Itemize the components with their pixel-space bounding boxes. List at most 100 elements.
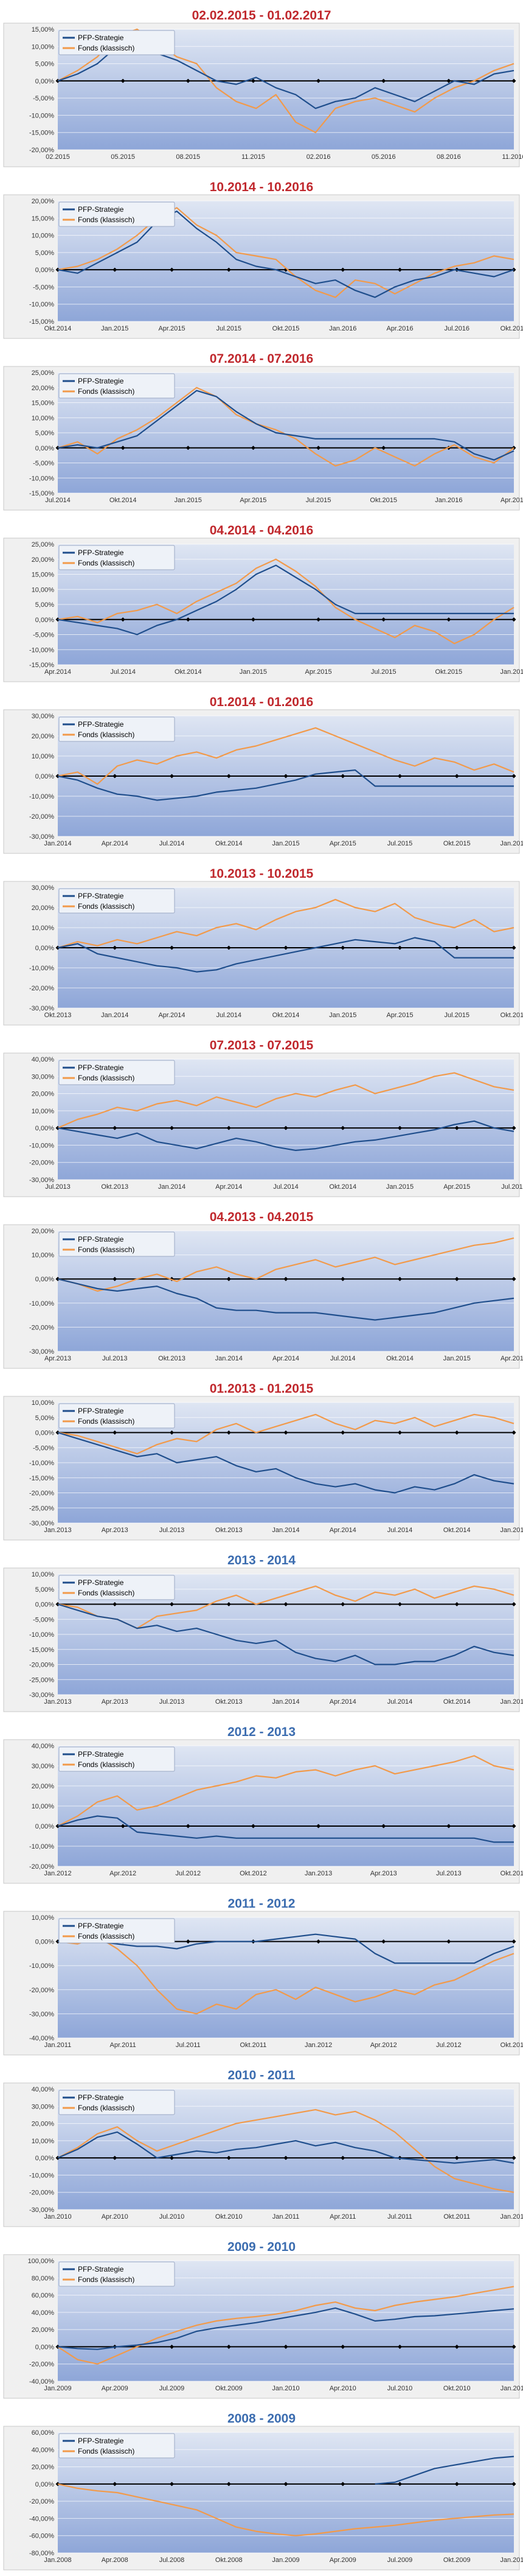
x-tick-label: Jul.2013 bbox=[45, 1183, 71, 1191]
x-tick-label: Okt.2013 bbox=[500, 1870, 523, 1877]
legend-label: Fonds (klassisch) bbox=[78, 387, 134, 396]
x-tick-label: Apr.2011 bbox=[330, 2213, 356, 2221]
x-tick-label: Apr.2012 bbox=[370, 2042, 397, 2049]
x-tick-label: Apr.2015 bbox=[386, 1012, 413, 1019]
x-tick-label: Apr.2015 bbox=[240, 497, 266, 504]
chart-svg: 40,00% 30,00% 20,00% 10,00% 0,00% -10,00% -20,… bbox=[3, 1739, 523, 1884]
legend-label: PFP-Strategie bbox=[78, 1578, 124, 1587]
x-tick-label: Apr.2011 bbox=[110, 2042, 136, 2049]
chart-svg: 40,00% 30,00% 20,00% 10,00% 0,00% -10,00% -20,… bbox=[3, 1052, 523, 1197]
x-tick-label: Okt.2014 bbox=[443, 1698, 471, 1706]
legend-box bbox=[58, 1060, 175, 1085]
legend-label: Fonds (klassisch) bbox=[78, 1245, 134, 1254]
y-tick-label: 10,00% bbox=[32, 925, 55, 932]
y-tick-label: -30,00% bbox=[29, 1348, 54, 1356]
x-tick-label: Jul.2012 bbox=[436, 2042, 462, 2049]
x-tick-label: Jan.2010 bbox=[500, 2557, 523, 2564]
series-line-pfp-strategie bbox=[57, 1933, 514, 1964]
x-tick-label: Jul.2016 bbox=[444, 325, 469, 332]
zero-line-marker bbox=[446, 1939, 451, 1944]
y-tick-label: -30,00% bbox=[29, 1005, 54, 1012]
zero-line-marker bbox=[454, 2344, 459, 2349]
x-tick-label: Apr.2015 bbox=[500, 1355, 523, 1362]
x-tick-label: Apr.2010 bbox=[330, 2385, 356, 2392]
y-tick-label: -5,00% bbox=[33, 284, 54, 291]
x-tick-label: Apr.2008 bbox=[102, 2557, 128, 2564]
x-tick-label: Okt.2011 bbox=[240, 2042, 267, 2049]
y-tick-label: 20,00% bbox=[32, 1228, 55, 1235]
x-tick-label: Jan.2012 bbox=[500, 2213, 523, 2221]
x-tick-label: Jul.2015 bbox=[387, 840, 413, 847]
x-tick-label: Jan.2011 bbox=[500, 2385, 523, 2392]
x-tick-label: Jan.2010 bbox=[44, 2213, 71, 2221]
x-tick-label: Jan.2013 bbox=[305, 1870, 332, 1877]
y-tick-label: 20,00% bbox=[32, 2464, 55, 2471]
legend-box bbox=[58, 1403, 175, 1429]
chart-panel: 2009 - 2010 100,00% 80,00% 60,00% 40,00% 20,0… bbox=[0, 2236, 523, 2401]
x-tick-label: Apr.2015 bbox=[443, 1183, 470, 1191]
chart-svg: 10,00% 5,00% 0,00% -5,00% -10,00% -15,00% -20,… bbox=[3, 1567, 523, 1712]
series-line-fonds-klassisch bbox=[57, 1413, 514, 1455]
y-tick-label: 15,00% bbox=[32, 26, 55, 33]
y-tick-label: 10,00% bbox=[32, 415, 55, 422]
y-tick-label: 20,00% bbox=[32, 2326, 55, 2334]
x-tick-label: Okt.2015 bbox=[370, 497, 397, 504]
y-tick-label: 0,00% bbox=[35, 445, 54, 452]
x-tick-label: Apr.2009 bbox=[330, 2557, 356, 2564]
x-tick-label: Jul.2014 bbox=[216, 1012, 241, 1019]
x-tick-label: Jul.2014 bbox=[45, 497, 71, 504]
chart-panel: 2011 - 2012 10,00% 0,00% -10,00% -20,00% -30,… bbox=[0, 1893, 523, 2057]
y-tick-label: -30,00% bbox=[29, 1692, 54, 1699]
series-line-pfp-strategie bbox=[57, 1432, 514, 1494]
x-tick-label: Jan.2016 bbox=[500, 668, 523, 676]
x-tick-label: Jan.2009 bbox=[44, 2385, 71, 2392]
y-tick-label: 40,00% bbox=[32, 1056, 55, 1063]
x-tick-label: Jul.2014 bbox=[387, 1698, 413, 1706]
x-tick-label: 11.2015 bbox=[241, 153, 265, 161]
legend-label: Fonds (klassisch) bbox=[78, 2447, 134, 2455]
chart-title: 2011 - 2012 bbox=[227, 1897, 296, 1911]
x-tick-label: Okt.2014 bbox=[443, 1527, 471, 1534]
y-tick-label: -10,00% bbox=[29, 301, 54, 309]
zero-line-marker bbox=[169, 267, 175, 272]
chart-svg: 20,00%10,00%0,00%-10,00%-20,00%-30,00%Ap… bbox=[3, 1224, 523, 1369]
legend-label: PFP-Strategie bbox=[78, 205, 124, 214]
chart-title: 01.2013 - 01.2015 bbox=[209, 1382, 314, 1396]
chart-panel: 01.2014 - 01.2016 30,00% 20,00% 10,00% 0,00%… bbox=[0, 691, 523, 856]
legend-label: Fonds (klassisch) bbox=[78, 1417, 134, 1426]
y-tick-label: 0,00% bbox=[35, 945, 54, 952]
y-tick-label: 40,00% bbox=[32, 2086, 55, 2093]
chart-svg: 10,00% 5,00% 0,00% -5,00% -10,00% -15,00% -20,… bbox=[3, 1396, 523, 1541]
y-tick-label: 10,00% bbox=[32, 2138, 55, 2145]
chart-panel: 2012 - 2013 40,00% 30,00% 20,00% 10,00% 0,00%… bbox=[0, 1721, 523, 1886]
series-line-fonds-klassisch bbox=[57, 207, 514, 298]
x-tick-label: Okt.2010 bbox=[443, 2385, 471, 2392]
legend-box bbox=[58, 373, 175, 399]
zero-line-marker bbox=[511, 79, 516, 83]
y-tick-label: 20,00% bbox=[32, 905, 55, 912]
chart-title: 2013 - 2014 bbox=[227, 1553, 296, 1567]
x-tick-label: 02.2016 bbox=[307, 153, 331, 161]
y-tick-label: -30,00% bbox=[29, 833, 54, 841]
x-tick-label: Jul.2012 bbox=[175, 1870, 201, 1877]
zero-line-marker bbox=[381, 446, 386, 450]
x-tick-label: Okt.2015 bbox=[500, 1012, 523, 1019]
legend-label: Fonds (klassisch) bbox=[78, 1589, 134, 1597]
y-tick-label: 60,00% bbox=[32, 2429, 55, 2437]
y-tick-label: -15,00% bbox=[29, 1647, 54, 1654]
y-tick-label: -40,00% bbox=[29, 2515, 54, 2522]
legend-box bbox=[58, 30, 175, 55]
y-tick-label: -25,00% bbox=[29, 1676, 54, 1684]
zero-line-marker bbox=[226, 2344, 231, 2349]
y-tick-label: -20,00% bbox=[29, 1863, 54, 1871]
series-line-fonds-klassisch bbox=[57, 1755, 514, 1827]
zero-line-marker bbox=[397, 267, 403, 272]
x-tick-label: Apr.2016 bbox=[500, 497, 523, 504]
x-tick-label: Jul.2014 bbox=[330, 1355, 356, 1362]
y-tick-label: 5,00% bbox=[35, 601, 54, 609]
x-tick-label: Okt.2015 bbox=[443, 840, 471, 847]
x-tick-label: Jul.2009 bbox=[159, 2385, 185, 2392]
zero-line-marker bbox=[283, 2344, 288, 2349]
